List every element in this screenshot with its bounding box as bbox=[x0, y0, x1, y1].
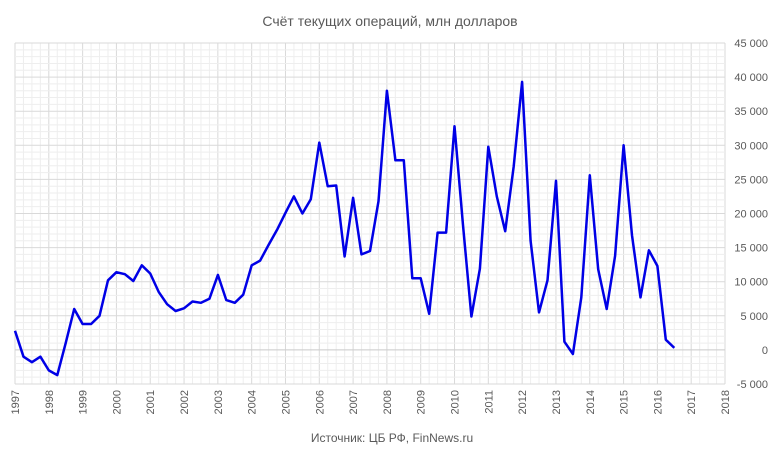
x-tick-label: 2010 bbox=[450, 390, 462, 414]
y-tick-label: 30 000 bbox=[734, 140, 768, 152]
x-tick-label: 2007 bbox=[348, 390, 360, 414]
x-tick-label: 2017 bbox=[686, 390, 698, 414]
x-tick-label: 2006 bbox=[314, 390, 326, 414]
x-tick-label: 1999 bbox=[78, 390, 90, 414]
x-tick-label: 2012 bbox=[517, 390, 529, 414]
x-tick-label: 2005 bbox=[280, 390, 292, 414]
y-tick-label: -5 000 bbox=[737, 379, 768, 391]
x-tick-label: 1998 bbox=[44, 390, 56, 414]
x-axis-ticks: 1997 1998 1999 2000 2001 2002 2003 2004 2005 2006… bbox=[10, 390, 732, 414]
x-tick-label: 2008 bbox=[382, 390, 394, 414]
y-tick-label: 35 000 bbox=[734, 106, 768, 118]
x-tick-label: 2001 bbox=[145, 390, 157, 414]
chart-title: Счёт текущих операций, млн долларов bbox=[262, 13, 517, 29]
x-tick-label: 2016 bbox=[652, 390, 664, 414]
y-tick-label: 40 000 bbox=[734, 72, 768, 84]
x-tick-label: 2003 bbox=[213, 390, 225, 414]
y-tick-label: 15 000 bbox=[734, 243, 768, 255]
x-tick-label: 2013 bbox=[551, 390, 563, 414]
x-tick-label: 2015 bbox=[619, 390, 631, 414]
x-tick-label: 2014 bbox=[585, 390, 597, 414]
y-tick-label: 45 000 bbox=[734, 38, 768, 50]
series-line bbox=[13, 80, 676, 377]
grid bbox=[14, 42, 726, 385]
y-tick-label: 5 000 bbox=[740, 311, 768, 323]
chart-source: Источник: ЦБ РФ, FinNews.ru bbox=[311, 431, 473, 445]
x-tick-label: 2000 bbox=[111, 390, 123, 414]
x-tick-label: 2018 bbox=[720, 390, 732, 414]
y-tick-label: 25 000 bbox=[734, 174, 768, 186]
x-tick-label: 2004 bbox=[247, 390, 259, 414]
x-tick-label: 2009 bbox=[416, 390, 428, 414]
x-tick-label: 2002 bbox=[179, 390, 191, 414]
y-tick-label: 10 000 bbox=[734, 277, 768, 289]
x-tick-label: 1997 bbox=[10, 390, 22, 414]
y-tick-label: 20 000 bbox=[734, 209, 768, 221]
x-tick-label: 2011 bbox=[483, 390, 495, 414]
y-axis-ticks: -5 000 0 5 000 10 000 15 000 20 000 25 000 30 0… bbox=[734, 38, 768, 391]
y-tick-label: 0 bbox=[762, 345, 768, 357]
